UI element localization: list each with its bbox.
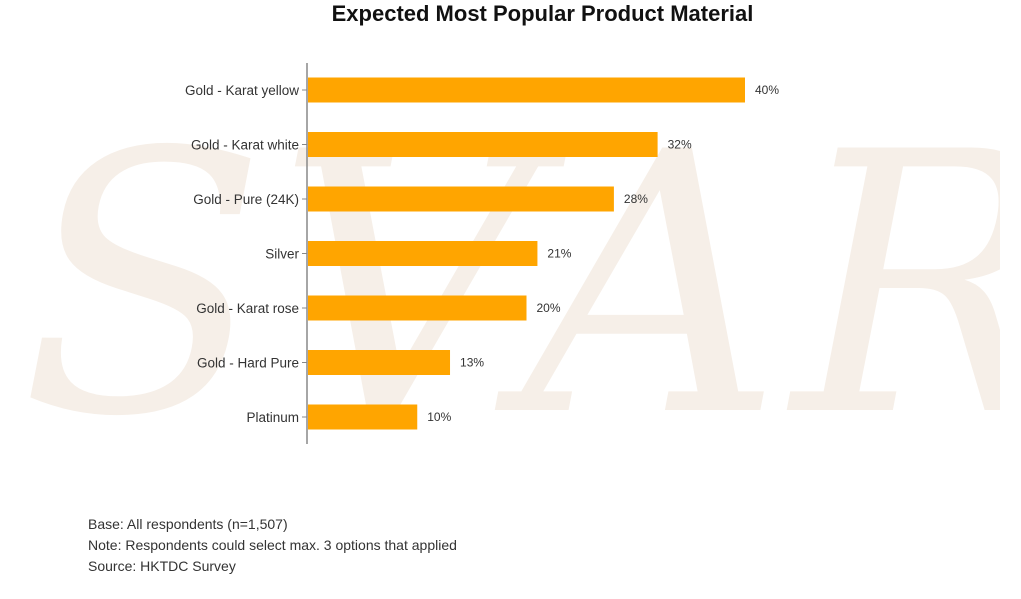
category-label: Gold - Hard Pure xyxy=(197,356,299,371)
bar xyxy=(308,186,614,212)
category-label: Gold - Karat yellow xyxy=(185,83,299,98)
bar xyxy=(308,295,527,321)
data-label: 20% xyxy=(537,301,561,315)
chart-title: Expected Most Popular Product Material xyxy=(331,1,754,26)
bars-layer xyxy=(308,77,745,430)
bar xyxy=(308,77,745,103)
data-label: 40% xyxy=(755,83,779,97)
bar xyxy=(308,132,658,157)
footnote-base: Base: All respondents (n=1,507) xyxy=(88,516,288,532)
axis-layer xyxy=(302,63,308,444)
footnote-note: Note: Respondents could select max. 3 op… xyxy=(88,537,457,553)
category-label: Gold - Pure (24K) xyxy=(193,192,299,207)
labels-layer: Gold - Karat yellow 40% Gold - Karat white… xyxy=(185,83,779,425)
data-label: 32% xyxy=(668,138,692,152)
data-label: 13% xyxy=(460,356,484,370)
footnote-source: Source: HKTDC Survey xyxy=(88,558,236,574)
bar xyxy=(308,350,451,375)
category-label: Platinum xyxy=(246,410,299,425)
category-label: Gold - Karat rose xyxy=(196,301,299,316)
footnotes: Base: All respondents (n=1,507) Note: Re… xyxy=(88,514,457,577)
category-label: Gold - Karat white xyxy=(191,138,299,153)
data-label: 28% xyxy=(624,192,648,206)
bar xyxy=(308,404,418,430)
category-label: Silver xyxy=(265,247,299,262)
data-label: 10% xyxy=(427,410,451,424)
data-label: 21% xyxy=(547,247,571,261)
bar xyxy=(308,241,538,266)
